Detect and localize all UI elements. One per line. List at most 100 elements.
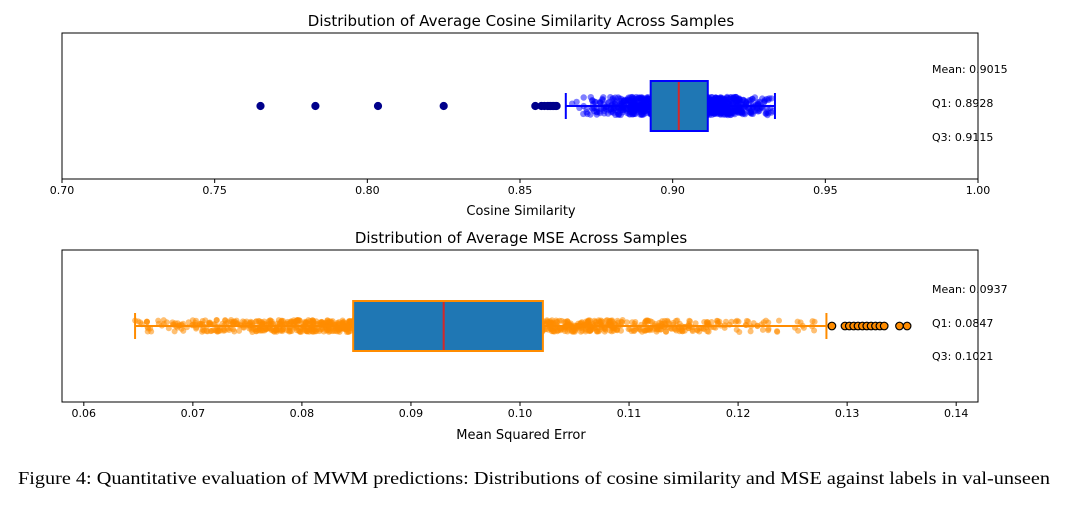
jitter-point xyxy=(653,328,660,335)
jitter-point xyxy=(709,97,716,104)
mse-q3-annotation: Q3: 0.1021 xyxy=(932,350,993,363)
jitter-point xyxy=(711,110,718,117)
figure-caption: Figure 4: Quantitative evaluation of MWM… xyxy=(18,468,1050,488)
cosine-mean-annotation: Mean: 0.9015 xyxy=(932,63,1008,76)
mse-chart-title: Distribution of Average MSE Across Sampl… xyxy=(355,229,687,247)
jitter-point xyxy=(309,317,316,324)
jitter-point xyxy=(249,319,255,326)
cosine-x-axis-label: Cosine Similarity xyxy=(466,204,576,219)
jitter-point xyxy=(735,109,742,116)
jitter-point xyxy=(148,328,155,335)
jitter-point xyxy=(202,317,209,324)
outlier-point xyxy=(827,321,837,331)
jitter-point xyxy=(174,320,181,327)
x-tick-label: 0.08 xyxy=(290,407,315,420)
mse-x-axis-label: Mean Squared Error xyxy=(456,428,586,443)
jitter-point xyxy=(760,319,767,326)
jitter-point xyxy=(609,96,616,103)
jitter-point xyxy=(638,110,645,118)
cosine-x-ticks: 0.70 0.75 0.80 0.85 0.90 0.95 1.00 xyxy=(50,179,991,197)
jitter-point xyxy=(795,327,802,334)
jitter-point xyxy=(144,319,150,325)
jitter-point xyxy=(561,318,568,325)
jitter-point xyxy=(621,96,628,104)
x-tick-label: 0.14 xyxy=(944,407,969,420)
cosine-plot-frame xyxy=(61,32,979,180)
jitter-point xyxy=(765,319,772,326)
jitter-point xyxy=(615,319,622,326)
jitter-point xyxy=(580,94,587,101)
jitter-point xyxy=(627,325,633,332)
x-tick-label: 0.75 xyxy=(202,184,227,197)
jitter-point xyxy=(591,317,598,324)
jitter-point xyxy=(735,318,742,325)
jitter-point xyxy=(613,326,620,333)
jitter-point xyxy=(704,319,710,325)
jitter-point xyxy=(733,326,740,333)
jitter-point xyxy=(171,328,178,335)
jitter-point xyxy=(288,318,295,325)
jitter-point xyxy=(169,319,176,326)
mse-x-ticks: 0.06 0.07 0.08 0.09 0.10 0.11 0.12 0.13 0.14 xyxy=(72,402,969,420)
x-tick-label: 0.11 xyxy=(617,407,642,420)
jitter-point xyxy=(582,328,589,335)
jitter-point xyxy=(811,327,818,334)
x-tick-label: 0.95 xyxy=(813,184,838,197)
jitter-point xyxy=(336,325,343,332)
jitter-point xyxy=(273,326,280,333)
jitter-point xyxy=(314,326,321,333)
jitter-point xyxy=(642,96,650,104)
jitter-point xyxy=(633,325,640,332)
mse-chart: Distribution of Average MSE Across Sampl… xyxy=(61,229,1008,443)
x-tick-label: 0.12 xyxy=(726,407,751,420)
jitter-point xyxy=(726,96,734,103)
jitter-point xyxy=(736,97,744,104)
jitter-point xyxy=(721,96,728,103)
jitter-point xyxy=(553,319,560,326)
outlier-point xyxy=(902,321,912,331)
jitter-point xyxy=(340,319,347,325)
x-tick-label: 0.07 xyxy=(181,407,206,420)
jitter-point xyxy=(701,326,707,333)
mse-outliers xyxy=(827,321,912,331)
x-tick-label: 1.00 xyxy=(966,184,991,197)
jitter-point xyxy=(741,109,748,117)
jitter-point xyxy=(723,318,729,325)
mse-mean-annotation: Mean: 0.0937 xyxy=(932,283,1008,296)
jitter-point xyxy=(236,327,243,334)
cosine-chart: Distribution of Average Cosine Similarit… xyxy=(50,12,1008,219)
jitter-point xyxy=(637,96,645,103)
outlier-point xyxy=(439,101,448,111)
jitter-point xyxy=(663,328,670,335)
jitter-point xyxy=(287,328,294,334)
jitter-point xyxy=(208,327,215,334)
jitter-point xyxy=(776,317,782,324)
jitter-point xyxy=(630,95,637,102)
jitter-point xyxy=(724,108,731,116)
cosine-q3-annotation: Q3: 0.9115 xyxy=(932,131,993,144)
jitter-point xyxy=(589,97,596,104)
cosine-boxplot xyxy=(564,80,776,132)
jitter-point xyxy=(774,328,780,335)
cosine-q1-annotation: Q1: 0.8928 xyxy=(932,97,993,110)
jitter-point xyxy=(573,98,580,106)
outlier-point xyxy=(895,321,904,331)
jitter-point xyxy=(728,318,735,325)
jitter-point xyxy=(763,95,770,103)
x-tick-label: 0.10 xyxy=(508,407,533,420)
jitter-point xyxy=(747,328,754,335)
iqr-box xyxy=(352,300,544,352)
jitter-point xyxy=(215,328,222,334)
jitter-point xyxy=(716,318,723,325)
jitter-point xyxy=(580,110,587,118)
jitter-point xyxy=(583,105,590,113)
jitter-point xyxy=(233,317,240,324)
jitter-point xyxy=(765,325,772,332)
jitter-point xyxy=(319,326,325,332)
jitter-point xyxy=(608,328,615,335)
jitter-point xyxy=(749,95,756,103)
outlier-point xyxy=(879,321,889,331)
jitter-point xyxy=(262,326,269,333)
jitter-point xyxy=(644,317,651,324)
